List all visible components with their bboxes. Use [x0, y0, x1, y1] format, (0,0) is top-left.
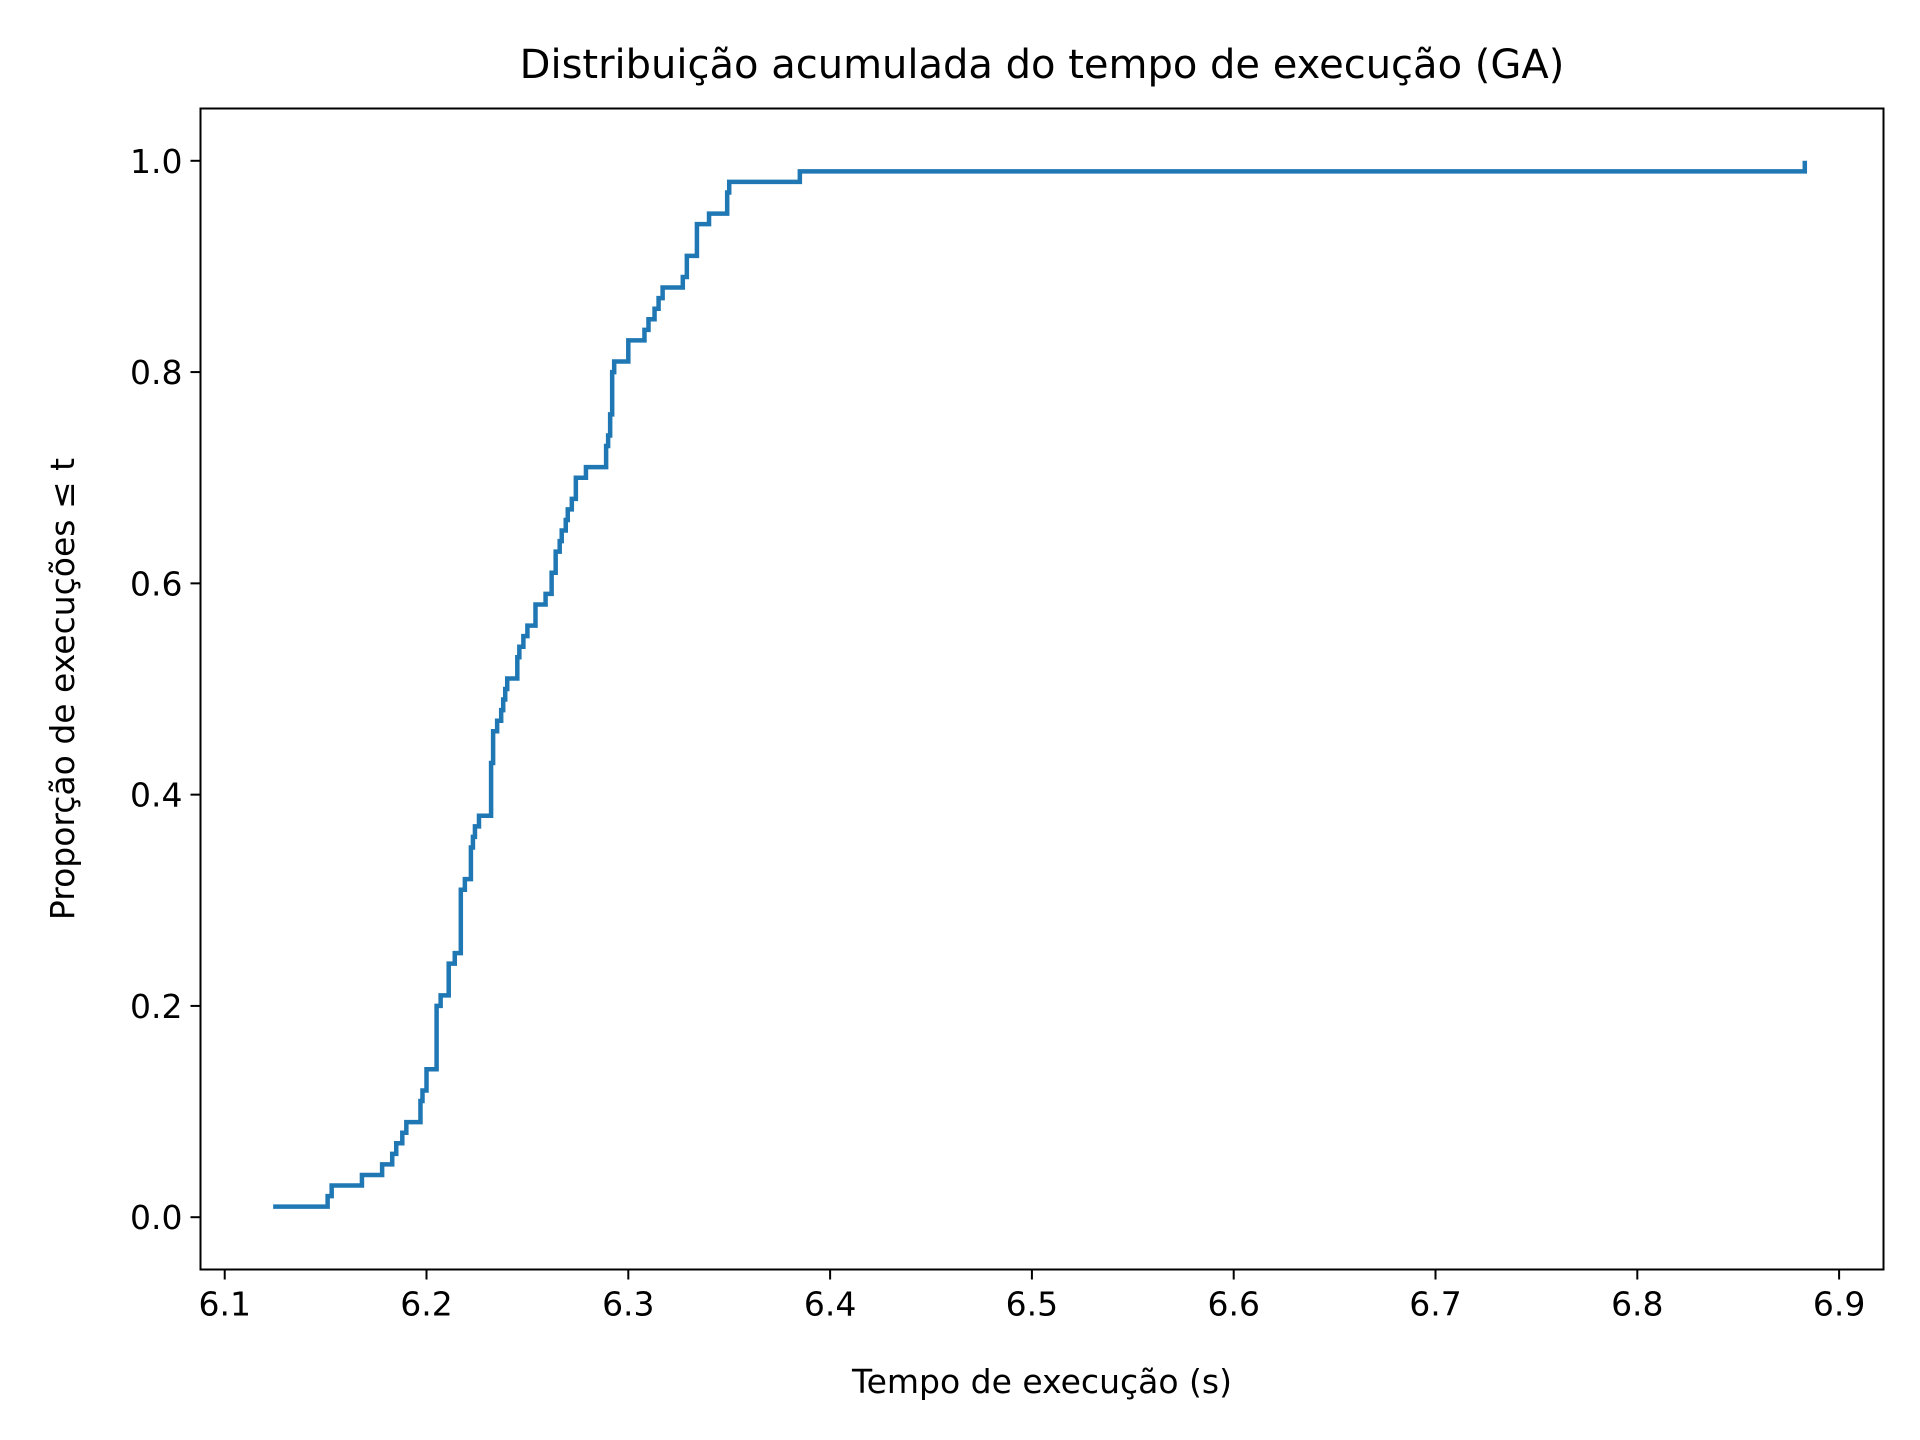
x-tick-label: 6.3 — [602, 1285, 654, 1324]
x-axis-label: Tempo de execução (s) — [851, 1362, 1232, 1401]
y-tick-label: 0.8 — [130, 353, 182, 392]
ticks-layer: 6.1 6.2 6.3 6.4 6.5 6.6 6.7 6.8 6.9 0.0 0.2 0.4 0.6 0… — [130, 142, 1865, 1324]
x-tick-label: 6.4 — [804, 1285, 856, 1324]
x-tick-label: 6.9 — [1813, 1285, 1865, 1324]
y-axis-label: Proporção de execuções ≤ t — [43, 458, 82, 920]
y-tick-label: 0.6 — [130, 564, 182, 603]
x-tick-label: 6.2 — [400, 1285, 452, 1324]
x-tick-label: 6.8 — [1611, 1285, 1663, 1324]
x-tick-label: 6.5 — [1006, 1285, 1058, 1324]
x-tick-label: 6.6 — [1207, 1285, 1259, 1324]
series-layer — [273, 160, 1808, 1209]
x-tick-label: 6.7 — [1409, 1285, 1461, 1324]
ecdf-line-series-0 — [273, 160, 1808, 1209]
chart-title: Distribuição acumulada do tempo de execu… — [520, 42, 1565, 88]
y-tick-label: 0.2 — [130, 987, 182, 1026]
y-tick-label: 0.4 — [130, 776, 182, 815]
x-tick-label: 6.1 — [198, 1285, 250, 1324]
y-tick-label: 1.0 — [130, 142, 182, 181]
y-tick-label: 0.0 — [130, 1198, 182, 1237]
plot-area-frame — [199, 107, 1885, 1271]
